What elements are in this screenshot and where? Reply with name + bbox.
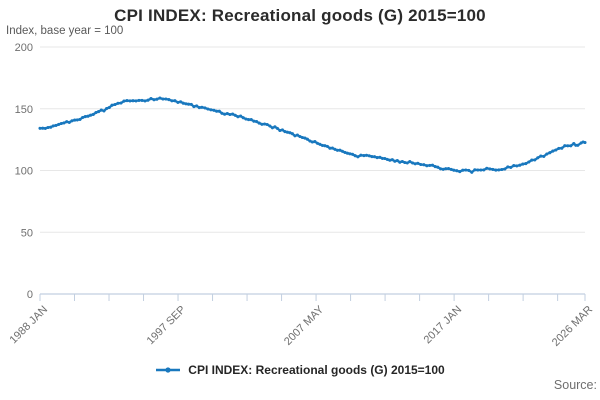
y-axis-note: Index, base year = 100 [6, 25, 124, 37]
x-tick-label: 2026 MAR [550, 304, 595, 349]
plot-area: 0 50 100 150 200 1988 JAN 1997 SEP 2007 MAY 2017… [7, 42, 595, 349]
source-label: Source: [553, 378, 597, 392]
x-tick-label: 1988 JAN [7, 304, 50, 347]
y-tick-label: 50 [21, 227, 33, 239]
chart-title: CPI INDEX: Recreational goods (G) 2015=1… [114, 6, 486, 25]
y-tick-label: 100 [15, 166, 33, 178]
legend-label: CPI INDEX: Recreational goods (G) 2015=1… [188, 363, 445, 377]
y-tick-label: 150 [15, 104, 33, 116]
y-tick-label: 200 [15, 42, 33, 54]
x-tick-label: 2007 MAY [282, 303, 327, 348]
cpi-series-markers [38, 96, 587, 174]
y-tick-label: 0 [27, 289, 33, 301]
legend: CPI INDEX: Recreational goods (G) 2015=1… [0, 362, 600, 378]
x-tick-label: 1997 SEP [145, 304, 189, 348]
legend-line-marker [156, 367, 181, 373]
x-tick-label: 2017 JAN [422, 304, 465, 347]
